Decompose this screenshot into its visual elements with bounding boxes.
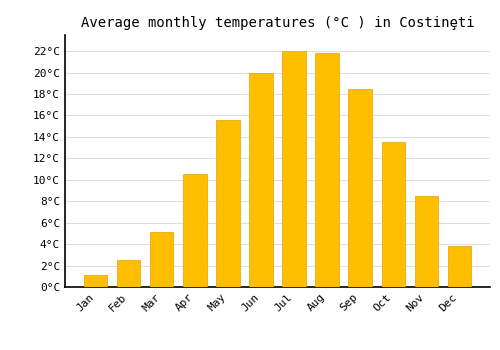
Bar — [282, 51, 306, 287]
Bar — [250, 72, 272, 287]
Title: Average monthly temperatures (°C ) in Costinȩti: Average monthly temperatures (°C ) in Co… — [80, 16, 474, 30]
Bar — [84, 275, 108, 287]
Bar — [316, 53, 338, 287]
Bar — [448, 246, 470, 287]
Bar — [118, 260, 141, 287]
Bar — [184, 174, 206, 287]
Bar — [382, 142, 404, 287]
Bar — [216, 120, 240, 287]
Bar — [150, 232, 174, 287]
Bar — [348, 89, 372, 287]
Bar — [414, 196, 438, 287]
